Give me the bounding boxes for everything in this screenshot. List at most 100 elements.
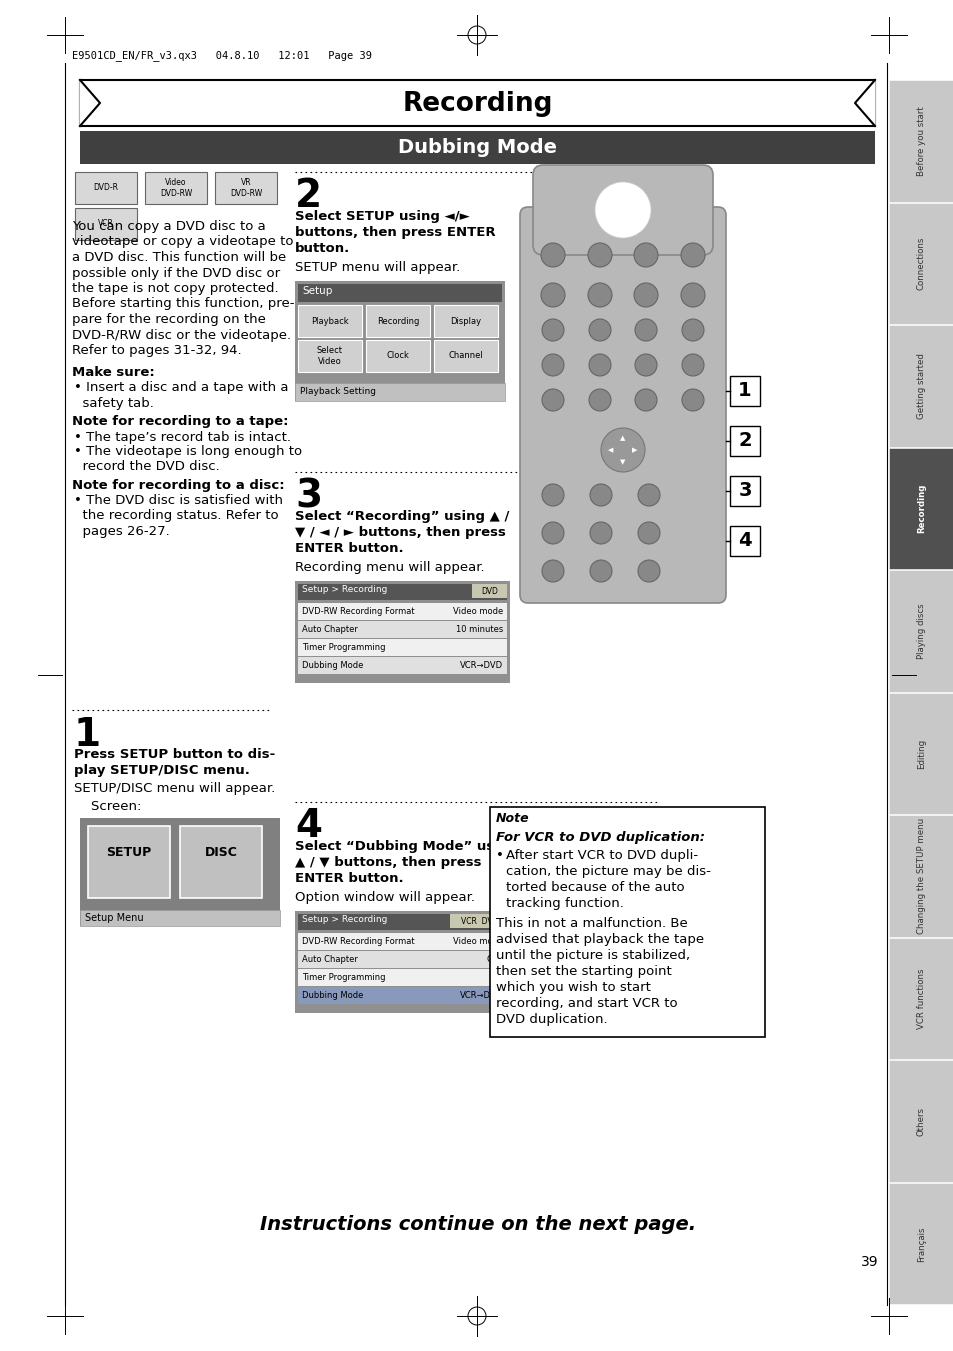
Bar — [297, 915, 506, 929]
Bar — [80, 131, 874, 163]
Text: safety tab.: safety tab. — [74, 396, 153, 409]
Text: cation, the picture may be dis-: cation, the picture may be dis- — [505, 865, 710, 878]
Text: Option window will appear.: Option window will appear. — [294, 892, 475, 904]
Text: Others: Others — [916, 1106, 925, 1136]
Circle shape — [635, 389, 657, 411]
Circle shape — [541, 484, 563, 507]
Circle shape — [681, 319, 703, 340]
Text: Français: Français — [916, 1225, 925, 1262]
Circle shape — [638, 561, 659, 582]
Text: Before starting this function, pre-: Before starting this function, pre- — [71, 297, 294, 311]
Text: VCR→DVD: VCR→DVD — [459, 661, 502, 670]
Bar — [294, 281, 504, 401]
Text: Video mode: Video mode — [453, 936, 502, 946]
Text: SETUP/DISC menu will appear.: SETUP/DISC menu will appear. — [74, 782, 275, 794]
Text: torted because of the auto: torted because of the auto — [505, 881, 684, 894]
Text: Timer Programming: Timer Programming — [302, 643, 385, 651]
Circle shape — [588, 319, 610, 340]
Bar — [297, 969, 506, 986]
Circle shape — [587, 282, 612, 307]
Text: VCR  DVD: VCR DVD — [460, 916, 498, 925]
Bar — [294, 581, 510, 684]
Text: OFF: OFF — [486, 955, 502, 963]
Text: DVD: DVD — [481, 586, 497, 596]
Bar — [729, 526, 760, 557]
Text: DISC: DISC — [204, 846, 237, 859]
Bar — [75, 208, 137, 240]
Bar — [490, 807, 764, 1038]
Circle shape — [681, 354, 703, 376]
Text: Display: Display — [450, 316, 481, 326]
Text: Recording: Recording — [402, 91, 553, 118]
Text: possible only if the DVD disc or: possible only if the DVD disc or — [71, 266, 280, 280]
Bar — [888, 693, 953, 815]
Circle shape — [541, 354, 563, 376]
Bar — [294, 911, 510, 1013]
Text: Note for recording to a disc:: Note for recording to a disc: — [71, 478, 284, 492]
Text: a DVD disc. This function will be: a DVD disc. This function will be — [71, 251, 286, 263]
Bar — [297, 603, 506, 620]
Text: Dubbing Mode: Dubbing Mode — [398, 138, 557, 157]
Circle shape — [541, 521, 563, 544]
Bar — [80, 911, 280, 925]
Bar — [297, 988, 506, 1004]
Bar — [80, 817, 280, 925]
Text: Select “Dubbing Mode” using: Select “Dubbing Mode” using — [294, 840, 517, 852]
Circle shape — [589, 521, 612, 544]
Text: Auto Chapter: Auto Chapter — [302, 955, 357, 963]
Text: ▼: ▼ — [619, 459, 625, 465]
Bar — [434, 340, 497, 372]
Bar — [472, 584, 506, 598]
Bar — [297, 934, 506, 950]
Text: Note for recording to a tape:: Note for recording to a tape: — [71, 415, 288, 427]
Circle shape — [589, 484, 612, 507]
Text: You can copy a DVD disc to a: You can copy a DVD disc to a — [71, 220, 266, 232]
Text: Refer to pages 31-32, 94.: Refer to pages 31-32, 94. — [71, 345, 241, 357]
Text: tracking function.: tracking function. — [505, 897, 623, 911]
Circle shape — [540, 282, 564, 307]
Text: advised that playback the tape: advised that playback the tape — [496, 934, 703, 946]
Bar — [888, 570, 953, 692]
Bar — [888, 447, 953, 569]
Text: VR
DVD‑RW: VR DVD‑RW — [230, 178, 262, 197]
Text: 1: 1 — [74, 716, 101, 754]
Bar — [80, 80, 874, 126]
Text: Recording: Recording — [376, 316, 418, 326]
Polygon shape — [854, 80, 874, 126]
Text: SETUP menu will appear.: SETUP menu will appear. — [294, 261, 459, 274]
Circle shape — [600, 428, 644, 471]
Bar — [297, 657, 506, 674]
Text: pare for the recording on the: pare for the recording on the — [71, 313, 266, 326]
Bar — [729, 476, 760, 507]
Text: Note: Note — [496, 812, 529, 825]
Text: Make sure:: Make sure: — [71, 366, 154, 378]
Polygon shape — [80, 80, 100, 126]
Text: Before you start: Before you start — [916, 107, 925, 176]
Bar — [888, 326, 953, 446]
Text: ENTER button.: ENTER button. — [294, 871, 403, 885]
Text: DVD duplication.: DVD duplication. — [496, 1013, 607, 1025]
Bar — [888, 815, 953, 936]
Text: Editing: Editing — [916, 739, 925, 769]
Bar — [366, 340, 430, 372]
Text: 39: 39 — [861, 1255, 878, 1269]
Bar — [729, 376, 760, 407]
Text: which you wish to start: which you wish to start — [496, 981, 650, 994]
Text: Select SETUP using ◄/►: Select SETUP using ◄/► — [294, 209, 470, 223]
Bar — [450, 915, 506, 928]
Text: DVD‑R: DVD‑R — [93, 184, 118, 192]
FancyBboxPatch shape — [533, 165, 712, 255]
Text: 4: 4 — [294, 807, 322, 844]
Circle shape — [635, 319, 657, 340]
Bar — [888, 203, 953, 324]
Text: • The tape’s record tab is intact.: • The tape’s record tab is intact. — [74, 431, 291, 443]
Text: recording, and start VCR to: recording, and start VCR to — [496, 997, 677, 1011]
Text: Setup > Recording: Setup > Recording — [302, 585, 387, 594]
Circle shape — [634, 243, 658, 267]
Bar — [297, 340, 361, 372]
Circle shape — [540, 243, 564, 267]
Text: Select
Video: Select Video — [316, 346, 343, 366]
Text: Screen:: Screen: — [74, 800, 141, 813]
Text: DVD-R/RW disc or the videotape.: DVD-R/RW disc or the videotape. — [71, 328, 291, 342]
Circle shape — [638, 484, 659, 507]
